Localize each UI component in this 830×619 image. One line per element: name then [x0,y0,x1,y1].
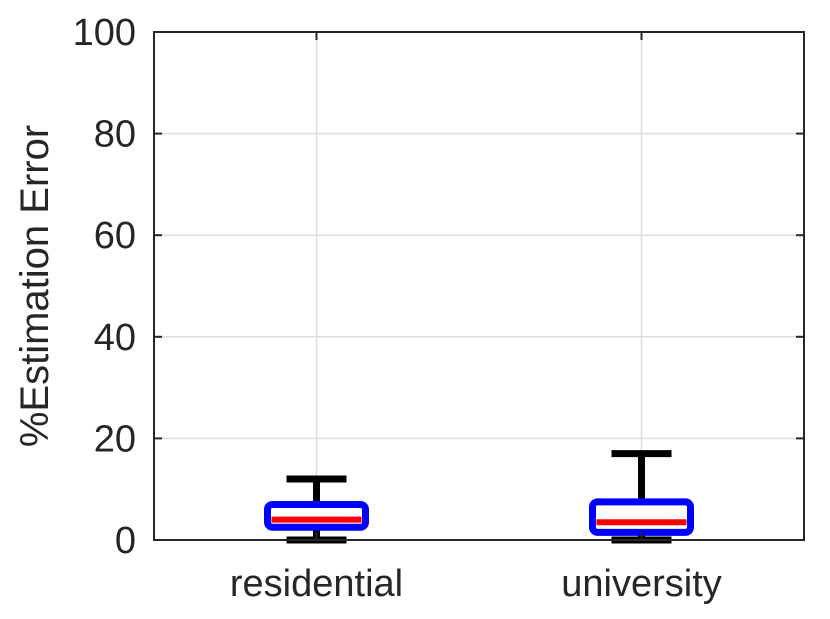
box-university [589,450,694,544]
plot-frame [153,31,805,541]
y-tick-label-0: 0 [115,520,136,562]
y-axis-label: %Estimation Error [13,125,57,447]
x-tick-label-university: university [561,563,722,605]
box-plot-series [264,450,694,544]
axes: 0 20 40 60 80 100 residential university [73,12,804,605]
y-tick-label-4: 80 [94,114,136,156]
grid-lines [154,32,804,540]
y-tick-label-3: 60 [94,215,136,257]
box-residential [264,475,369,544]
y-tick-label-1: 20 [94,418,136,460]
y-tick-label-2: 40 [94,317,136,359]
y-tick-label-5: 100 [73,12,136,54]
box-iqr-residential [264,500,369,531]
x-tick-label-residential: residential [230,563,403,605]
box-iqr-university [589,498,694,536]
